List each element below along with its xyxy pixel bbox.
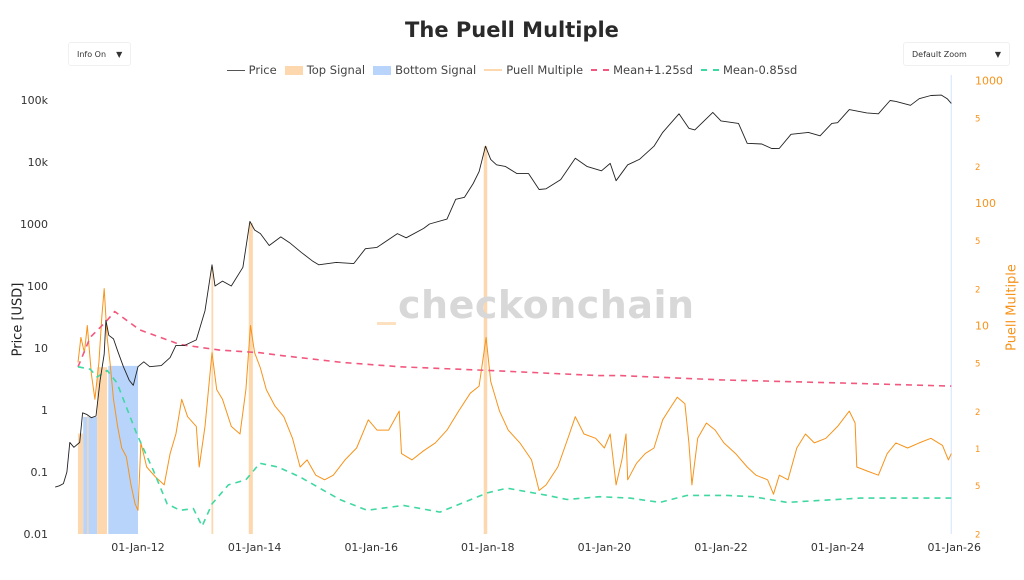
- legend-item-top-signal[interactable]: Top Signal: [284, 63, 366, 77]
- y-right-tick-label: 100: [975, 197, 996, 210]
- legend-swatch: [373, 65, 392, 75]
- chevron-down-icon: ▼: [116, 49, 123, 59]
- y-right-tick-label: 10: [975, 320, 989, 333]
- y-left-tick-label: 100k: [21, 94, 49, 107]
- top-signal-band: [77, 433, 84, 534]
- y-right-tick-label: 5: [975, 359, 980, 369]
- mean-plus-1.25sd-line: [77, 310, 952, 387]
- top-signal-band: [97, 367, 108, 534]
- y-left-tick-label: 1000: [20, 218, 48, 231]
- legend-swatch: [226, 69, 245, 71]
- bottom-signal-band: [83, 416, 98, 534]
- legend-item-bottom-signal[interactable]: Bottom Signal: [373, 63, 476, 77]
- y-left-tick-label: 10: [34, 342, 48, 355]
- top-signal-band: [211, 266, 214, 534]
- y-right-tick-label: 2: [975, 286, 980, 296]
- y-left-tick-label: 100: [27, 280, 48, 293]
- legend-label: Top Signal: [306, 63, 366, 77]
- x-tick-label: 01-Jan-26: [927, 541, 981, 554]
- legend: Price Top Signal Bottom Signal Puell Mul…: [0, 63, 1024, 77]
- axes: 100k 10k 1000 100 10 1 0.1 0.01 1000 5 2 100 5 2 10 5 2 1…: [20, 75, 1003, 555]
- y-left-tick-label: 0.1: [31, 466, 49, 479]
- series-lines: [55, 94, 952, 528]
- legend-swatch: [700, 69, 719, 71]
- y-left-tick-label: 10k: [28, 156, 49, 169]
- x-tick-label: 01-Jan-20: [578, 541, 632, 554]
- top-signal-band: [87, 415, 89, 534]
- chart-title: The Puell Multiple: [405, 18, 619, 42]
- y-left-tick-label: 1: [41, 404, 48, 417]
- legend-label: Bottom Signal: [395, 63, 477, 77]
- chevron-down-icon: ▼: [994, 49, 1001, 59]
- legend-swatch: [591, 69, 610, 71]
- y-right-tick-label: 1000: [975, 75, 1003, 88]
- legend-item-mean-lo[interactable]: Mean-0.85sd: [700, 63, 798, 77]
- mean-minus-0.85sd-line: [77, 366, 952, 528]
- legend-item-price[interactable]: Price: [226, 63, 277, 77]
- legend-label: Mean-0.85sd: [722, 63, 798, 77]
- price-line: [55, 94, 952, 488]
- y-right-tick-label: 5: [975, 482, 980, 492]
- y-right-tick-label: 5: [975, 114, 980, 124]
- puell-multiple-line: [77, 288, 952, 511]
- y-axis-right-title: Puell Multiple: [1004, 264, 1020, 351]
- legend-swatch: [284, 65, 303, 75]
- bottom-signal-band: [950, 75, 952, 534]
- legend-label: Price: [248, 63, 277, 77]
- x-tick-label: 01-Jan-22: [694, 541, 748, 554]
- legend-item-puell[interactable]: Puell Multiple: [484, 63, 583, 77]
- y-right-tick-label: 2: [975, 163, 980, 173]
- x-tick-label: 01-Jan-24: [811, 541, 865, 554]
- x-tick-label: 01-Jan-12: [111, 541, 165, 554]
- zoom-label: Default Zoom: [912, 49, 967, 59]
- x-tick-label: 01-Jan-16: [344, 541, 398, 554]
- y-right-tick-label: 5: [975, 237, 980, 247]
- y-right-tick-label: 2: [975, 531, 980, 541]
- y-left-tick-label: 0.01: [24, 528, 49, 541]
- legend-swatch: [484, 69, 503, 71]
- zoom-dropdown[interactable]: Default Zoom ▼: [903, 42, 1010, 66]
- top-signal-band: [248, 223, 253, 534]
- y-right-tick-label: 2: [975, 408, 980, 418]
- info-toggle-dropdown[interactable]: Info On ▼: [68, 42, 132, 66]
- watermark-logo-dash: [377, 322, 396, 325]
- x-tick-label: 01-Jan-14: [228, 541, 282, 554]
- info-toggle-label: Info On: [77, 49, 107, 59]
- legend-label: Puell Multiple: [506, 63, 584, 77]
- y-axis-left-title: Price [USD]: [10, 282, 26, 357]
- legend-item-mean-hi[interactable]: Mean+1.25sd: [591, 63, 693, 77]
- x-tick-label: 01-Jan-18: [461, 541, 515, 554]
- legend-label: Mean+1.25sd: [613, 63, 693, 77]
- y-right-tick-label: 1: [975, 445, 980, 455]
- watermark: checkonchain: [398, 283, 695, 327]
